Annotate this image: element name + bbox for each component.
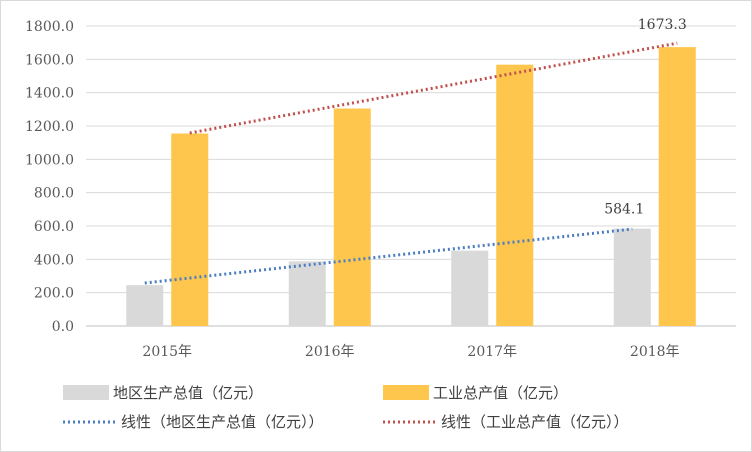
y-tick-label: 1400.0 (25, 86, 74, 102)
y-tick-label: 800.0 (34, 186, 74, 202)
bar-gdp-2 (451, 250, 489, 326)
x-tick-label: 2018年 (630, 344, 680, 360)
legend-swatch (383, 385, 429, 400)
bars (126, 47, 696, 326)
trendline-industrial (189, 41, 678, 135)
bar-gdp-1 (288, 261, 326, 326)
legend-label: 线性（地区生产总值（亿元）） (121, 413, 324, 431)
y-tick-label: 1600.0 (25, 52, 74, 68)
legend-swatch (63, 385, 109, 400)
bar-industrial-1 (333, 108, 371, 326)
legend: 地区生产总值（亿元） 工业总产值（亿元） 线性（地区生产总值（亿元）） 线性（工业总产… (63, 384, 629, 431)
bar-industrial-2 (496, 64, 534, 326)
x-axis-ticks: 2015年 2016年 2017年 2018年 (142, 344, 679, 360)
legend-label: 工业总产值（亿元） (433, 384, 568, 402)
legend-label: 线性（工业总产值（亿元）） (441, 413, 629, 431)
data-labels: 584.1 1673.3 (604, 17, 687, 218)
x-tick-label: 2015年 (142, 344, 192, 360)
y-tick-label: 200.0 (34, 286, 74, 302)
y-tick-label: 1000.0 (25, 152, 74, 168)
bar-industrial-0 (171, 133, 209, 326)
bar-gdp-0 (126, 285, 164, 326)
bar-industrial-3 (658, 47, 696, 326)
x-tick-label: 2017年 (467, 344, 517, 360)
data-label: 1673.3 (638, 17, 687, 33)
y-tick-label: 1200.0 (25, 119, 74, 135)
data-label: 584.1 (604, 202, 644, 218)
legend-label: 地区生产总值（亿元） (113, 384, 263, 402)
y-tick-label: 0.0 (52, 319, 74, 335)
trendlines (144, 41, 678, 285)
y-tick-label: 600.0 (34, 219, 74, 235)
y-axis-ticks: 0.0 200.0 400.0 600.0 800.0 1000.0 1200.0 1400.… (25, 19, 74, 335)
trendline-gdp (144, 227, 633, 285)
x-tick-label: 2016年 (305, 344, 355, 360)
y-tick-label: 400.0 (34, 252, 74, 268)
y-tick-label: 1800.0 (25, 19, 74, 35)
bar-gdp-3 (613, 228, 651, 326)
